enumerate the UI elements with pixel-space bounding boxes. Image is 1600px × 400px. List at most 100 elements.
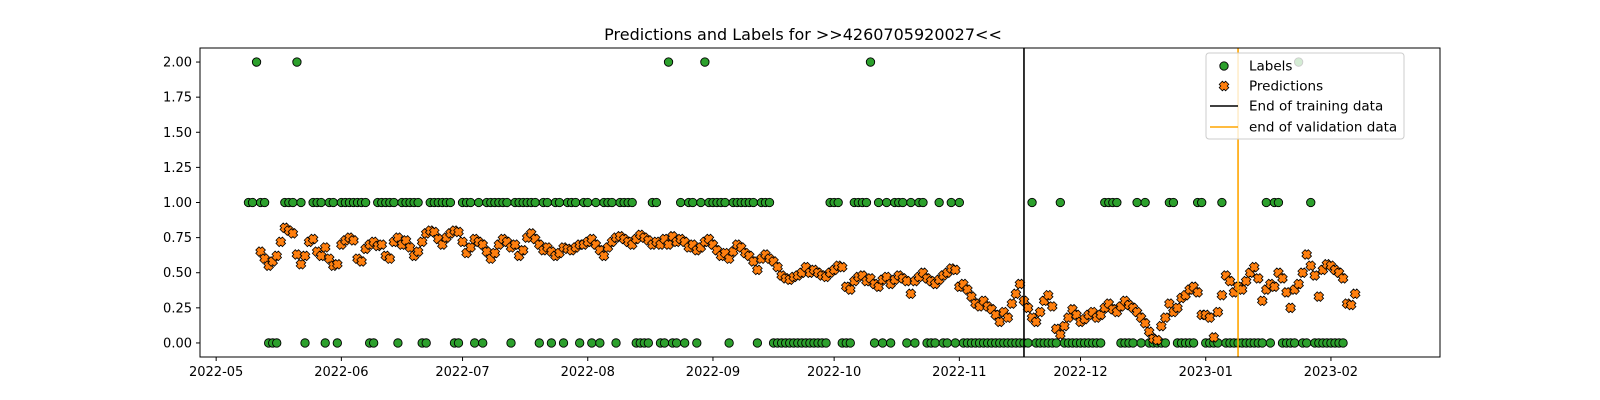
prediction-point (1345, 299, 1357, 311)
label-point (558, 338, 569, 348)
y-tick-label: 0.75 (163, 231, 192, 246)
prediction-point (319, 242, 331, 253)
label-point (902, 338, 912, 348)
label-point (1261, 197, 1271, 208)
label-point (861, 197, 872, 208)
y-tick-label: 0.50 (163, 266, 192, 281)
label-point (445, 197, 456, 208)
prediction-point (1256, 295, 1268, 307)
legend-training-text: End of training data (1249, 99, 1383, 115)
prediction-point (384, 253, 396, 265)
prediction-point (275, 236, 287, 248)
label-point (680, 338, 690, 348)
label-point (942, 338, 952, 348)
label-point (251, 57, 262, 67)
label-point (748, 197, 759, 208)
legend-predictions-text: Predictions (1249, 79, 1323, 95)
legend-labels-text: Labels (1249, 59, 1292, 75)
x-tick-label: 2022-08 (561, 365, 615, 380)
prediction-point (1349, 288, 1361, 300)
legend-predictions-marker (1218, 80, 1230, 92)
label-point (1136, 338, 1146, 348)
label-point (930, 338, 940, 348)
label-point (881, 197, 892, 208)
prediction-point (836, 261, 848, 273)
legend-box (1205, 52, 1405, 140)
label-point (764, 197, 775, 208)
label-point (502, 197, 512, 208)
y-tick-label: 1.25 (163, 161, 192, 176)
label-point (1306, 197, 1316, 208)
label-point (950, 338, 960, 348)
label-point (898, 197, 908, 208)
label-point (296, 197, 306, 208)
label-point (332, 338, 342, 348)
label-point (700, 57, 710, 67)
label-point (696, 197, 706, 208)
label-point (886, 338, 896, 348)
label-point (478, 338, 488, 348)
prediction-point (1313, 291, 1325, 302)
label-point (421, 338, 431, 348)
label-point (1302, 338, 1312, 348)
label-point (659, 338, 670, 348)
prediction-point (1030, 316, 1042, 328)
prediction-point (376, 239, 388, 251)
label-point (1265, 338, 1276, 348)
label-point (833, 197, 843, 208)
prediction-point (299, 250, 311, 262)
label-point (534, 338, 544, 348)
label-point (360, 197, 371, 208)
prediction-point (295, 258, 307, 270)
prediction-point (1297, 267, 1309, 279)
prediction-point (1042, 289, 1054, 301)
x-tick-label: 2022-05 (189, 365, 243, 380)
prediction-point (1034, 306, 1046, 318)
prediction-point (404, 242, 416, 253)
plot-content (243, 57, 1361, 348)
label-point (611, 338, 621, 348)
x-tick-label: 2022-10 (807, 365, 861, 380)
label-point (720, 197, 730, 208)
axis-ticks: 2022-05 2022-06 2022-07 2022-08 2022-09 2022-… (163, 56, 1358, 380)
label-point (542, 197, 553, 208)
label-point (587, 338, 597, 348)
prediction-point (663, 239, 674, 251)
prediction-point (1301, 249, 1313, 260)
label-point (873, 197, 884, 208)
label-point (1289, 338, 1300, 348)
prediction-point (1212, 306, 1224, 318)
label-point (1168, 197, 1179, 208)
label-point (583, 197, 593, 208)
prediction-point (287, 228, 299, 239)
label-point (1055, 197, 1065, 208)
y-tick-label: 2.00 (163, 56, 192, 71)
plot-area (243, 48, 1361, 357)
label-point (1188, 338, 1199, 348)
prediction-point (1281, 287, 1292, 298)
label-point (506, 338, 516, 348)
prediction-point (465, 242, 476, 253)
legend-validation-text: end of validation data (1249, 120, 1397, 136)
prediction-point (1058, 320, 1070, 332)
prediction-point (509, 239, 521, 251)
label-point (575, 338, 585, 348)
label-point (413, 197, 423, 208)
label-point (591, 197, 601, 208)
prediction-point (1269, 281, 1280, 293)
prediction-point (1248, 261, 1260, 273)
label-point (272, 338, 282, 348)
prediction-point (1006, 298, 1018, 309)
prediction-point (1309, 270, 1321, 281)
label-point (663, 57, 674, 67)
prediction-point (307, 233, 319, 245)
prediction-point (1216, 289, 1228, 301)
label-point (570, 197, 581, 208)
prediction-point (1204, 312, 1216, 324)
label-point (946, 197, 956, 208)
y-tick-label: 1.50 (163, 126, 192, 141)
prediction-point (453, 226, 464, 238)
prediction-point (747, 256, 759, 267)
prediction-point (1172, 302, 1183, 314)
